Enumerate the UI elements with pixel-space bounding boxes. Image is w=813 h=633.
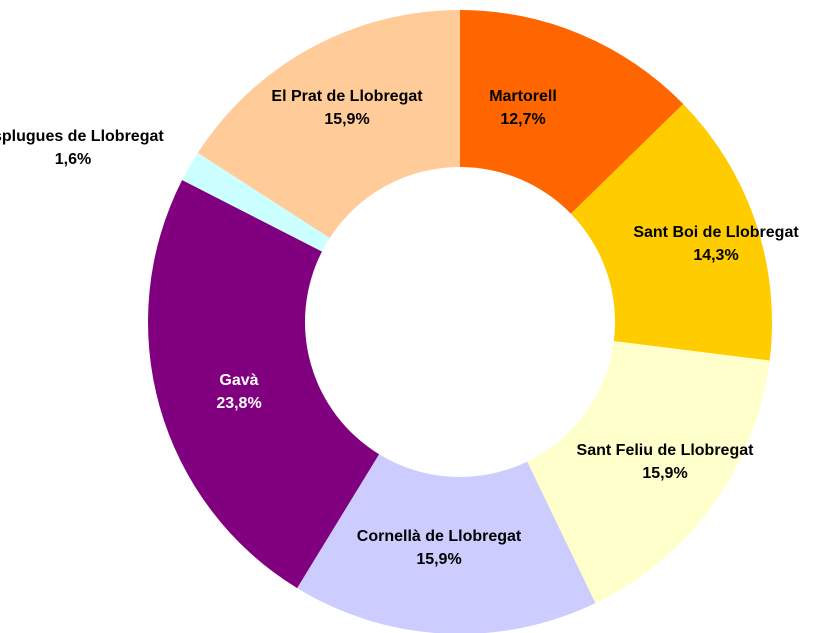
donut-slice (527, 341, 770, 604)
slice-value-label: 1,6% (55, 151, 91, 168)
slice-value-label: 15,9% (642, 465, 687, 482)
donut-slice (148, 180, 380, 589)
slice-value-label: 14,3% (693, 247, 738, 264)
slice-label: Sant Feliu de Llobregat (577, 442, 755, 459)
slice-value-label: 23,8% (216, 395, 261, 412)
donut-slice (182, 152, 330, 252)
donut-slice (460, 10, 684, 214)
donut-slice (297, 454, 596, 633)
slice-value-label: 15,9% (324, 111, 369, 128)
donut-slice (570, 103, 772, 361)
slice-label: Martorell (489, 88, 557, 105)
slice-value-label: 12,7% (500, 111, 545, 128)
donut-slice (197, 10, 460, 238)
slice-label: Gavà (219, 372, 258, 389)
slice-label: El Prat de Llobregat (271, 88, 423, 105)
slice-label: Sant Boi de Llobregat (633, 224, 799, 241)
slice-label: Esplugues de Llobregat (0, 128, 164, 145)
slice-value-label: 15,9% (416, 551, 461, 568)
slice-label: Cornellà de Llobregat (357, 528, 522, 545)
